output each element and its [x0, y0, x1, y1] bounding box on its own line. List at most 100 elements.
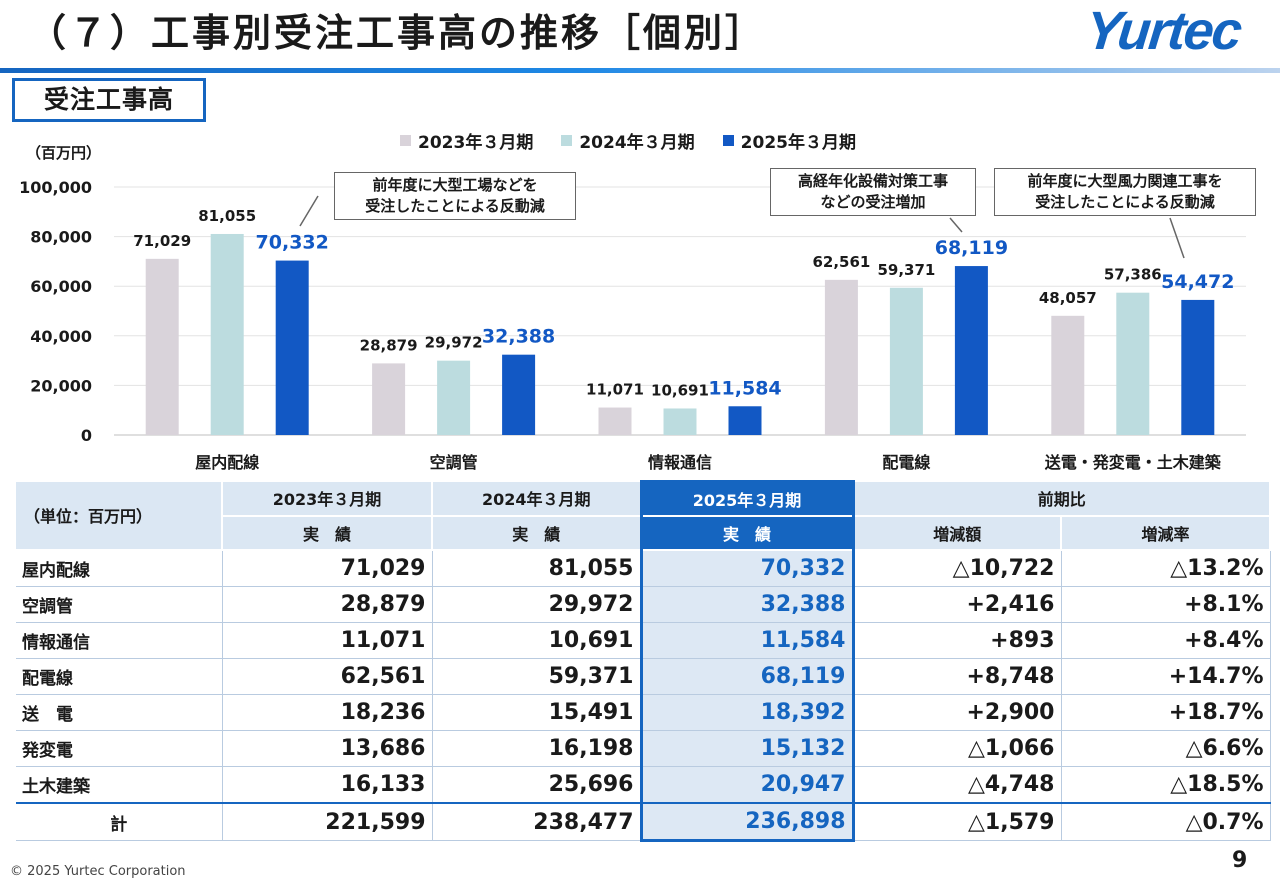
cell-diff: +2,900: [853, 694, 1062, 731]
callout-leader-indoor: [299, 195, 319, 227]
callout-distribution-line1: 高経年化設備対策工事: [797, 172, 948, 190]
row-label: 送 電: [16, 694, 223, 731]
subheader-2025: 実 績: [639, 516, 855, 551]
row-label: 配電線: [16, 658, 223, 695]
legend-swatch-2024: [561, 135, 573, 146]
cell-2024: 10,691: [432, 622, 642, 659]
header-2024: 2024年３月期: [432, 481, 642, 517]
x-tick-label: 屋内配線: [195, 453, 259, 472]
callout-leader-transmission: [1169, 217, 1185, 259]
callout-transmission: 前年度に大型風力関連工事を 受注したことによる反動減: [994, 168, 1256, 216]
cell-2023: 62,561: [222, 658, 433, 695]
cell-2024: 15,491: [432, 694, 642, 731]
callout-transmission-line2: 受注したことによる反動減: [1035, 193, 1215, 211]
table-unit-header: （単位：百万円）: [16, 481, 223, 551]
table-subheader-row: 実 績 実 績 実 績 増減額 増減率: [16, 516, 1272, 551]
x-tick-label: 情報通信: [648, 453, 712, 472]
legend-label-2024: 2024年３月期: [579, 133, 695, 153]
header-2023: 2023年３月期: [222, 481, 433, 517]
data-label: 71,029: [133, 232, 191, 250]
data-label: 57,386: [1104, 266, 1162, 284]
callout-distribution-line2: などの受注増加: [820, 193, 926, 211]
table-row: 発変電 13,686 16,198 15,132 △1,066 △6.6%: [16, 730, 1271, 767]
cell-rate: +8.4%: [1061, 622, 1271, 659]
subheader-2024: 実 績: [432, 516, 642, 551]
cell-diff: +8,748: [853, 658, 1062, 695]
data-label: 68,119: [935, 237, 1008, 259]
data-label: 59,371: [877, 261, 935, 279]
cell-2023: 13,686: [222, 730, 433, 767]
cell-2025: 68,119: [639, 658, 855, 695]
bar-0-1: [210, 233, 244, 435]
data-label: 11,584: [708, 377, 781, 399]
legend-swatch-2025: [722, 135, 734, 146]
cell-2025: 15,132: [639, 730, 855, 767]
cell-rate: +8.1%: [1061, 586, 1271, 623]
bar-3-0: [824, 279, 858, 435]
bar-0-2: [275, 260, 309, 435]
cell-rate: +18.7%: [1061, 694, 1271, 731]
table-row: 情報通信 11,071 10,691 11,584 +893 +8.4%: [16, 622, 1271, 659]
bar-3-2: [954, 266, 988, 435]
subheader-diff: 増減額: [853, 516, 1062, 551]
subheader-rate: 増減率: [1061, 516, 1272, 551]
cell-2023: 18,236: [222, 694, 433, 731]
total-2025: 236,898: [639, 802, 855, 842]
cell-2024: 81,055: [432, 550, 642, 587]
callout-distribution-line: 高経年化設備対策工事 などの受注増加: [770, 168, 976, 216]
data-label: 11,071: [586, 381, 644, 399]
y-tick-label: 20,000: [30, 376, 92, 395]
callout-indoor-line2: 受注したことによる反動減: [365, 197, 545, 215]
data-label: 54,472: [1161, 271, 1234, 293]
cell-2025: 32,388: [639, 586, 855, 623]
cell-rate: △18.5%: [1061, 766, 1271, 804]
cell-2025: 11,584: [639, 622, 855, 659]
row-label: 屋内配線: [16, 550, 223, 587]
header-2025: 2025年３月期: [639, 480, 855, 517]
legend-item-2025: 2025年３月期: [722, 128, 856, 153]
subheader-2023: 実 績: [222, 516, 433, 551]
cell-rate: △13.2%: [1061, 550, 1271, 587]
y-tick-label: 40,000: [30, 327, 92, 346]
bar-4-1: [1116, 292, 1150, 435]
cell-2024: 59,371: [432, 658, 642, 695]
total-diff: △1,579: [853, 802, 1062, 841]
cell-diff: +2,416: [853, 586, 1062, 623]
table-row: 送 電 18,236 15,491 18,392 +2,900 +18.7%: [16, 694, 1271, 731]
total-rate: △0.7%: [1061, 802, 1271, 841]
total-label: 計: [16, 802, 223, 841]
row-label: 情報通信: [16, 622, 223, 659]
data-label: 32,388: [482, 326, 555, 348]
table-row: 空調管 28,879 29,972 32,388 +2,416 +8.1%: [16, 586, 1271, 623]
title-divider: [0, 68, 1280, 73]
chart-legend: 2023年３月期 2024年３月期 2025年３月期: [400, 128, 856, 153]
legend-item-2023: 2023年３月期: [400, 128, 533, 153]
cell-2025: 70,332: [639, 550, 855, 587]
cell-diff: △1,066: [853, 730, 1062, 767]
cell-rate: △6.6%: [1061, 730, 1271, 767]
row-label: 発変電: [16, 730, 223, 767]
cell-2025: 18,392: [639, 694, 855, 731]
callout-indoor-wiring: 前年度に大型工場などを 受注したことによる反動減: [334, 172, 576, 220]
orders-table: （単位：百万円） 2023年３月期 2024年３月期 2025年３月期 前期比 …: [16, 480, 1272, 842]
data-label: 29,972: [425, 334, 483, 352]
bar-chart: 0 20,000 40,000 60,000 80,000 100,000 71,029 81…: [19, 178, 1246, 472]
bar-4-0: [1051, 315, 1085, 435]
cell-2023: 28,879: [222, 586, 433, 623]
bar-1-2: [502, 354, 536, 435]
table-row: 配電線 62,561 59,371 68,119 +8,748 +14.7%: [16, 658, 1271, 695]
total-2023: 221,599: [222, 802, 433, 841]
y-tick-label: 60,000: [30, 277, 92, 296]
legend-label-2023: 2023年３月期: [418, 133, 534, 153]
table-row: 屋内配線 71,029 81,055 70,332 △10,722 △13.2%: [16, 550, 1271, 587]
page-title: （７）工事別受注工事高の推移［個別］: [28, 11, 767, 55]
callout-leader-distribution: [949, 217, 963, 233]
cell-diff: +893: [853, 622, 1062, 659]
y-tick-label: 80,000: [30, 228, 92, 247]
data-label: 10,691: [651, 381, 709, 399]
data-label: 81,055: [198, 207, 256, 225]
row-label: 空調管: [16, 586, 223, 623]
callout-indoor-line1: 前年度に大型工場などを: [372, 176, 538, 194]
data-label: 70,332: [256, 232, 329, 254]
cell-2024: 25,696: [432, 766, 642, 804]
